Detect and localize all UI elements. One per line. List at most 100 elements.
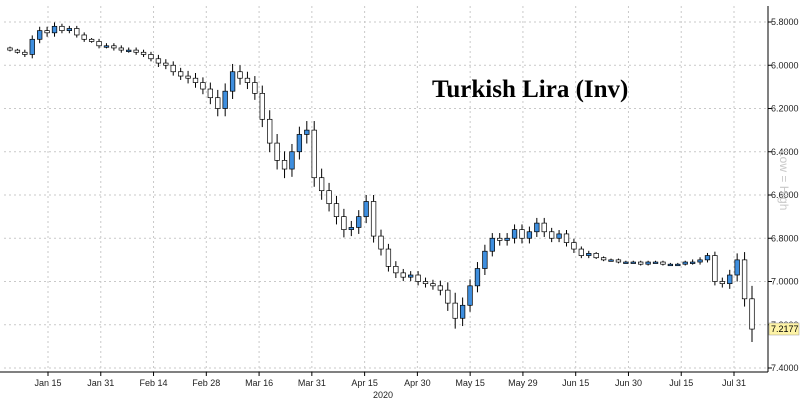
candle — [51, 22, 58, 37]
candle — [452, 292, 458, 329]
candle — [474, 262, 481, 293]
candle — [467, 279, 473, 312]
last-value-label: 7.2177 — [771, 324, 799, 334]
candle-body — [600, 257, 607, 261]
candle — [393, 261, 399, 279]
candle-body — [667, 263, 674, 267]
x-tick-label: May 29 — [508, 378, 538, 388]
candle-body — [497, 237, 503, 241]
y-tick-label: 6.6000 — [771, 190, 799, 200]
candle-body — [126, 49, 132, 52]
candle-body — [170, 64, 176, 73]
candle — [689, 259, 696, 265]
candle — [741, 252, 748, 307]
candle — [96, 38, 102, 49]
candle-body — [385, 248, 392, 267]
candle-body — [178, 71, 184, 77]
candle — [341, 208, 347, 238]
candle-body — [615, 259, 622, 263]
candle-body — [593, 253, 599, 259]
candle-body — [348, 227, 354, 230]
candle-body — [66, 28, 73, 31]
candle-body — [215, 97, 221, 109]
candle — [148, 51, 154, 62]
candle — [348, 220, 354, 237]
candle — [363, 195, 369, 224]
candle-body — [689, 261, 696, 264]
candle-body — [341, 216, 347, 230]
candle-body — [14, 49, 21, 53]
candle — [7, 46, 13, 52]
candle-body — [81, 34, 87, 40]
candle — [356, 210, 362, 234]
candle-body — [207, 88, 213, 99]
candle — [178, 67, 184, 80]
candle — [259, 85, 265, 128]
candle — [296, 126, 303, 160]
candle — [215, 89, 221, 117]
candle-body — [541, 222, 547, 233]
candle-body — [200, 82, 206, 90]
candle — [615, 258, 622, 264]
candle-body — [727, 274, 733, 285]
candle-body — [675, 263, 681, 267]
candle — [430, 279, 436, 290]
candle — [274, 134, 280, 170]
candle-body — [229, 71, 236, 92]
candle-body — [333, 203, 340, 217]
side-note-label: Low = High — [777, 150, 791, 210]
candle — [630, 260, 636, 264]
candle-body — [267, 118, 273, 144]
candle-body — [103, 45, 110, 48]
y-tick-label: 6.4000 — [771, 147, 799, 157]
x-tick-label: May 15 — [455, 378, 485, 388]
candle-body — [578, 248, 584, 256]
candle-body — [44, 30, 50, 34]
candle — [185, 70, 191, 84]
candle-body — [363, 201, 369, 217]
y-tick-label: 7.4000 — [771, 363, 799, 373]
candle — [267, 110, 273, 153]
last-value-marker: 7.2177 — [768, 322, 800, 336]
candle — [549, 227, 555, 243]
candle-body — [88, 38, 95, 42]
candle-body — [556, 233, 562, 239]
x-tick-label: Mar 16 — [245, 378, 273, 388]
x-tick-label: Apr 15 — [351, 378, 378, 388]
candle-body — [185, 75, 191, 79]
candle-body — [378, 235, 384, 250]
candle-body — [445, 289, 451, 304]
candle — [749, 285, 755, 343]
candle — [534, 217, 540, 237]
candle-body — [237, 71, 243, 79]
candle-body — [437, 285, 444, 291]
candle — [281, 151, 288, 179]
candle-body — [96, 41, 102, 47]
candle-body — [29, 38, 35, 55]
candle-body — [393, 266, 399, 274]
x-tick-label: Feb 28 — [192, 378, 220, 388]
candle-body — [37, 30, 43, 40]
candle — [578, 246, 584, 259]
y-tick-label: 7.0000 — [771, 277, 799, 287]
candle-body — [133, 49, 139, 53]
candle-body — [638, 261, 644, 265]
candle — [252, 76, 258, 100]
candle — [326, 182, 332, 212]
candle — [645, 260, 651, 266]
candle — [207, 82, 213, 105]
candle-body — [111, 45, 117, 49]
candle-body — [519, 229, 525, 239]
candle — [170, 61, 176, 76]
candle — [697, 257, 703, 265]
candle-body — [252, 82, 258, 94]
candle — [74, 25, 80, 38]
candle-body — [741, 259, 748, 300]
candle — [459, 297, 466, 327]
candle — [29, 35, 35, 59]
candle-body — [370, 201, 377, 237]
candle — [311, 121, 317, 187]
candle — [489, 233, 495, 257]
candle — [378, 229, 384, 256]
